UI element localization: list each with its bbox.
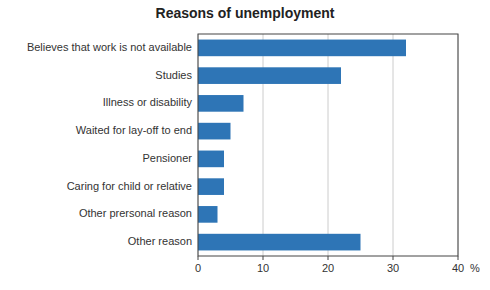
tick-mark (458, 256, 459, 260)
category-label: Pensioner (142, 152, 192, 164)
category-label: Believes that work is not available (27, 41, 192, 53)
tick-label: 10 (257, 262, 269, 274)
tick-label: 0 (195, 262, 201, 274)
bar (198, 206, 218, 223)
bars (198, 40, 406, 251)
grid-line (393, 34, 394, 256)
category-label: Illness or disability (103, 96, 193, 108)
tick-mark (328, 256, 329, 260)
bar (198, 151, 224, 168)
bar (198, 40, 406, 57)
axis-label: % (470, 262, 480, 274)
tick-label: 30 (387, 262, 399, 274)
plot-frame (198, 34, 458, 256)
bar (198, 234, 361, 251)
category-label: Other reason (128, 235, 192, 247)
bar (198, 123, 231, 140)
bar (198, 67, 341, 84)
tick-mark (198, 256, 199, 260)
category-label: Waited for lay-off to end (76, 124, 192, 136)
tick-label: 40 (452, 262, 464, 274)
chart: Reasons of unemployment Other reason Other… (0, 0, 490, 290)
category-label: Caring for child or relative (67, 180, 192, 192)
category-label: Studies (155, 69, 192, 81)
chart-container: Reasons of unemployment Other reason Other… (0, 0, 490, 290)
tick-label: 20 (322, 262, 334, 274)
tick-mark (263, 256, 264, 260)
category-label: Other prersonal reason (79, 207, 192, 219)
tick-mark (393, 256, 394, 260)
bar (198, 178, 224, 195)
title: Reasons of unemployment (156, 5, 335, 21)
bar (198, 95, 244, 112)
